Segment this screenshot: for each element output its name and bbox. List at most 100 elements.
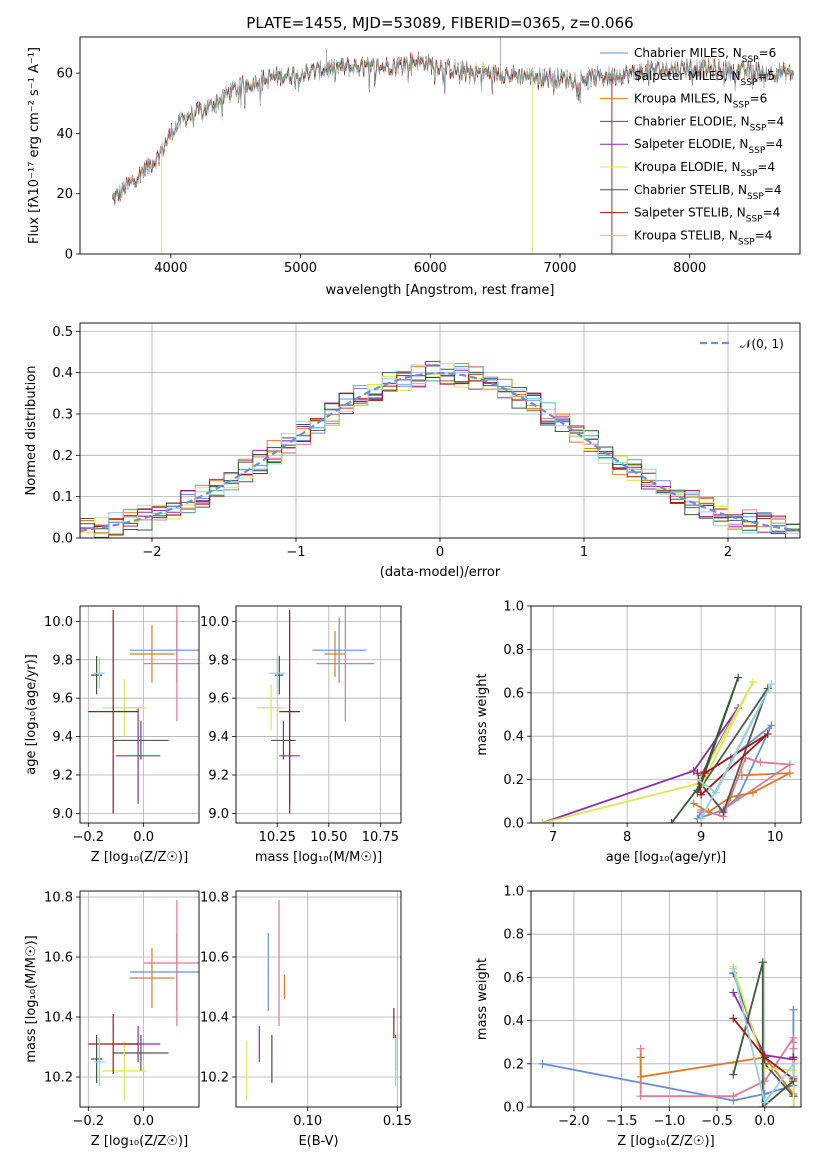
y-tick-label: 9.6 [208,692,229,707]
x-tick-label: 0.0 [754,1114,775,1129]
x-axis-label: Z [log₁₀(Z/Z☉)] [91,850,188,865]
y-tick-label: 0.0 [503,817,524,832]
weight-line-7 [732,962,794,1107]
x-axis-label: age [log₁₀(age/yr)] [606,850,727,865]
x-tick-label: −0.5 [701,1114,733,1129]
y-tick-label: 0.0 [503,1101,524,1116]
y-tick-label: 0.8 [503,928,524,943]
axes-frame [530,890,802,1108]
y-axis-label: mass weight [475,673,490,755]
y-tick-label: 0.6 [503,971,524,986]
y-tick-label: 9.8 [208,653,229,668]
x-axis-label: Z [log₁₀(Z/Z☉)] [91,1134,188,1149]
y-tick-label: 20 [56,187,73,202]
legend-entry: Kroupa MILES, NSSP=6 [634,92,767,111]
legend-entry: Chabrier MILES, NSSP=6 [634,46,776,65]
x-tick-label: 8000 [673,261,706,276]
x-tick-label: 1 [580,545,588,560]
weight-line-7 [670,677,739,823]
y-tick-label: 9.0 [52,807,73,822]
y-tick-label: 10.0 [200,615,229,630]
x-tick-label: 0.0 [133,830,154,845]
y-axis-label: age [log₁₀(age/yr)] [24,654,39,775]
y-tick-label: 9.0 [208,807,229,822]
x-tick-label: 0 [436,545,444,560]
x-tick-label: −1.5 [606,1114,638,1129]
y-tick-label: 0.0 [52,532,73,547]
x-tick-label: −2 [142,545,161,560]
y-tick-label: 9.2 [208,768,229,783]
legend-entry: 𝒩(0, 1) [740,337,784,351]
y-tick-label: 1.0 [503,885,524,900]
x-tick-label: −0.2 [73,830,105,845]
age-vs-metallicity-panel: −0.2 0.0 9.0 9.2 9.4 9.6 9.8 10.0 Z [log₁₀(Z/Z☉)… [24,605,200,865]
y-tick-label: 0.4 [52,366,73,381]
y-tick-label: 1.0 [503,600,524,615]
x-tick-label: 10 [767,830,784,845]
x-tick-label: 5000 [284,261,317,276]
plot-area [88,900,199,1101]
axes-frame [79,605,200,824]
gaussian-curve [80,371,800,532]
plot-area [80,360,800,538]
axes-frame [79,890,200,1108]
x-axis-label: Z [log₁₀(Z/Z☉)] [617,1134,714,1149]
plot-area [538,673,794,823]
y-tick-label: 9.4 [208,730,229,745]
y-axis-label: mass [log₁₀(M/M☉)] [24,935,39,1062]
y-tick-label: 0.2 [52,449,73,464]
age-vs-mass-panel: 10.25 10.50 10.75 9.0 9.2 9.4 9.6 9.8 10.0 mass [… [200,605,402,865]
y-axis-label: mass weight [475,958,490,1040]
y-tick-label: 9.6 [52,692,73,707]
y-tick-label: 10.0 [44,615,73,630]
axes-frame [79,36,801,255]
x-tick-label: 10.50 [310,830,347,845]
y-tick-label: 9.2 [52,768,73,783]
y-tick-label: 9.4 [52,730,73,745]
plot-area [246,900,397,1101]
spectrum-line-9 [112,52,794,201]
axes-frame [235,890,402,1108]
x-tick-label: 7000 [543,261,576,276]
weight-line-6 [541,681,754,823]
x-tick-label: 8 [623,830,631,845]
weight-line-1 [542,1009,795,1102]
y-tick-label: 10.8 [44,891,73,906]
spectrum-panel: 4000 5000 6000 7000 8000 0 20 40 60 Flux [fλ10⁻¹⁷… [27,36,801,298]
y-tick-label: 10.2 [44,1071,73,1086]
legend-entry: Chabrier STELIB, NSSP=4 [634,183,782,202]
y-tick-label: 0.5 [52,325,73,340]
y-tick-label: 0.1 [52,490,73,505]
x-tick-label: −0.2 [73,1114,105,1129]
weight-line-9 [696,683,773,820]
x-tick-label: 0.10 [293,1114,322,1129]
x-tick-label: 6000 [414,261,447,276]
x-axis-label: wavelength [Angstrom, rest frame] [326,283,555,298]
x-tick-label: 10.75 [362,830,399,845]
y-tick-label: 40 [56,127,73,142]
y-axis-label: Flux [fλ10⁻¹⁷ erg cm⁻² s⁻¹ A⁻¹] [27,47,42,244]
x-tick-label: 10.25 [259,830,296,845]
mass-vs-reddening-panel: 0.10 0.15 10.2 10.4 10.6 10.8 E(B-V) [200,891,412,1150]
residual-panel: −2 −1 0 1 2 0.0 0.1 0.2 0.3 0.4 0.5 (data-model)/er… [24,322,801,580]
legend-entry: Kroupa STELIB, NSSP=4 [634,228,772,247]
y-tick-label: 0 [65,248,73,263]
y-tick-label: 10.8 [200,891,229,906]
axes-frame [235,605,402,824]
y-tick-label: 60 [56,67,73,82]
axes-frame [530,605,802,824]
mass-vs-metallicity-panel: −0.2 0.0 10.2 10.4 10.6 10.8 Z [log₁₀(Z/Z☉)] ma… [24,890,200,1149]
x-tick-label: 9 [697,830,705,845]
x-axis-label: E(B-V) [298,1134,338,1149]
x-tick-label: 4000 [154,261,187,276]
x-tick-label: −2.0 [558,1114,590,1129]
y-tick-label: 10.6 [44,951,73,966]
x-tick-label: −1 [286,545,305,560]
x-tick-label: 0.0 [133,1114,154,1129]
histogram-9 [80,364,800,538]
y-tick-label: 10.4 [44,1011,73,1026]
weight-vs-age-panel: 7 8 9 10 0.0 0.2 0.4 0.6 0.8 1.0 age [log₁₀(age/yr… [475,600,802,865]
legend-entry: Chabrier ELODIE, NSSP=4 [634,114,784,133]
chart-title: PLATE=1455, MJD=53089, FIBERID=0365, z=0… [246,14,633,32]
